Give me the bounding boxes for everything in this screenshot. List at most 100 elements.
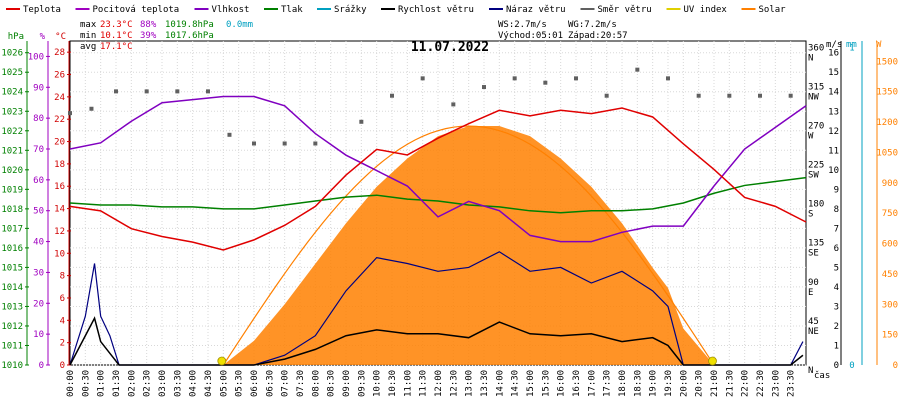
solar-tick-label: 450	[882, 270, 898, 280]
stat-ws: WS:2.7m/s	[498, 20, 547, 30]
x-axis-label: čas	[814, 370, 830, 381]
wind-axis-title: m/s	[826, 40, 842, 50]
legend-label: Rychlost větru	[398, 5, 474, 15]
wind-direction-point	[252, 141, 256, 146]
pressure-tick-label: 1022	[1, 127, 23, 137]
direction-tick-value: 135	[808, 239, 824, 249]
uv-marker	[708, 356, 717, 366]
wind-direction-point	[727, 93, 732, 98]
x-tick-label: 04:00	[189, 370, 199, 397]
x-tick-label: 20:00	[679, 370, 689, 397]
wind-direction-point	[666, 76, 670, 81]
pressure-tick-label: 1023	[1, 107, 23, 117]
temperature-tick-label: 20	[54, 138, 65, 148]
temperature-tick-label: 8	[60, 272, 65, 282]
humidity-tick-label: 90	[33, 83, 44, 93]
direction-tick-value: 360	[808, 43, 824, 53]
pressure-tick-label: 1013	[1, 302, 23, 312]
stat-max-hum: 88%	[140, 20, 157, 30]
wind-tick-label: 9	[834, 185, 839, 195]
pressure-tick-label: 1026	[1, 49, 23, 59]
humidity-line	[69, 95, 807, 243]
direction-tick-label: N	[808, 53, 813, 63]
solar-tick-label: 1050	[876, 148, 898, 158]
wind-direction-point	[482, 85, 486, 90]
rain-axis-title: mm	[846, 40, 857, 50]
wind-direction-point	[696, 93, 701, 98]
x-tick-label: 02:30	[143, 370, 153, 397]
wind-direction-point	[451, 102, 456, 107]
rain-tick-label: 0	[849, 361, 854, 371]
humidity-tick-label: 20	[33, 299, 44, 309]
x-tick-label: 15:30	[541, 370, 551, 397]
legend-label: Směr větru	[598, 5, 652, 15]
wind-direction-point	[788, 93, 793, 98]
temperature-axis-title: °C	[55, 32, 66, 42]
x-tick-label: 04:30	[204, 370, 214, 397]
x-tick-label: 02:00	[127, 370, 137, 397]
x-tick-label: 18:00	[618, 370, 628, 397]
x-tick-label: 01:30	[112, 370, 122, 397]
pressure-tick-label: 1015	[1, 263, 23, 273]
solar-tick-label: 1350	[876, 88, 898, 98]
stat-min-label: min	[80, 31, 96, 41]
x-tick-label: 16:30	[572, 370, 582, 397]
wind-direction-point	[175, 89, 180, 94]
direction-tick-label: E	[808, 288, 813, 298]
x-tick-label: 23:00	[771, 370, 781, 397]
wind-direction-point	[89, 106, 94, 111]
wind-direction-point	[359, 119, 364, 124]
humidity-tick-label: 50	[33, 207, 44, 217]
humidity-axis-title: %	[40, 32, 46, 42]
x-tick-label: 00:00	[66, 370, 76, 397]
pressure-tick-label: 1017	[1, 224, 23, 234]
humidity-tick-label: 100	[28, 52, 44, 62]
wind-tick-label: 3	[834, 302, 839, 312]
pressure-tick-label: 1024	[1, 88, 23, 98]
direction-tick-value: 315	[808, 82, 824, 92]
wind-direction-point	[114, 89, 118, 94]
legend-label: Solar	[759, 5, 787, 15]
direction-tick-value: 90	[808, 278, 819, 288]
x-tick-label: 23:30	[787, 370, 797, 397]
wind-tick-label: 16	[828, 49, 839, 59]
solar-tick-label: 1500	[876, 57, 898, 67]
wind-direction-point	[543, 80, 548, 85]
direction-tick-value: 225	[808, 161, 824, 171]
stat-min-temp: 10.1°C	[100, 31, 133, 41]
pressure-line	[69, 176, 807, 214]
humidity-tick-label: 60	[33, 176, 44, 186]
solar-tick-label: 300	[882, 300, 898, 310]
wind-tick-label: 1	[834, 341, 839, 351]
stat-min-hum: 39%	[140, 31, 157, 41]
pressure-tick-label: 1014	[1, 283, 23, 293]
wind-direction-point	[420, 76, 425, 81]
x-tick-label: 19:30	[664, 370, 674, 397]
stat-max-temp: 23.3°C	[100, 20, 133, 30]
temperature-tick-label: 22	[54, 115, 65, 125]
direction-tick-label: N	[808, 366, 813, 376]
temperature-tick-label: 6	[60, 294, 65, 304]
x-tick-label: 15:00	[526, 370, 536, 397]
x-tick-label: 03:00	[158, 370, 168, 397]
x-tick-label: 21:30	[725, 370, 735, 397]
stat-max-rain: 0.0mm	[226, 20, 253, 30]
temperature-line	[69, 107, 807, 251]
x-tick-label: 14:00	[495, 370, 505, 397]
x-tick-label: 14:30	[511, 370, 521, 397]
temperature-tick-label: 26	[54, 71, 65, 81]
wind-direction-point	[635, 67, 640, 72]
x-tick-label: 11:00	[403, 370, 413, 397]
x-tick-label: 12:30	[449, 370, 459, 397]
x-tick-label: 13:00	[465, 370, 475, 397]
temperature-tick-label: 2	[60, 339, 65, 349]
wind-tick-label: 2	[834, 322, 839, 332]
direction-tick-value: 45	[808, 317, 819, 327]
pressure-axis-title: hPa	[8, 32, 24, 42]
legend-label: Náraz větru	[506, 5, 566, 15]
x-tick-label: 22:30	[756, 370, 766, 397]
wind-direction-point	[144, 89, 149, 94]
x-tick-label: 22:00	[741, 370, 751, 397]
pressure-tick-label: 1010	[1, 361, 23, 371]
